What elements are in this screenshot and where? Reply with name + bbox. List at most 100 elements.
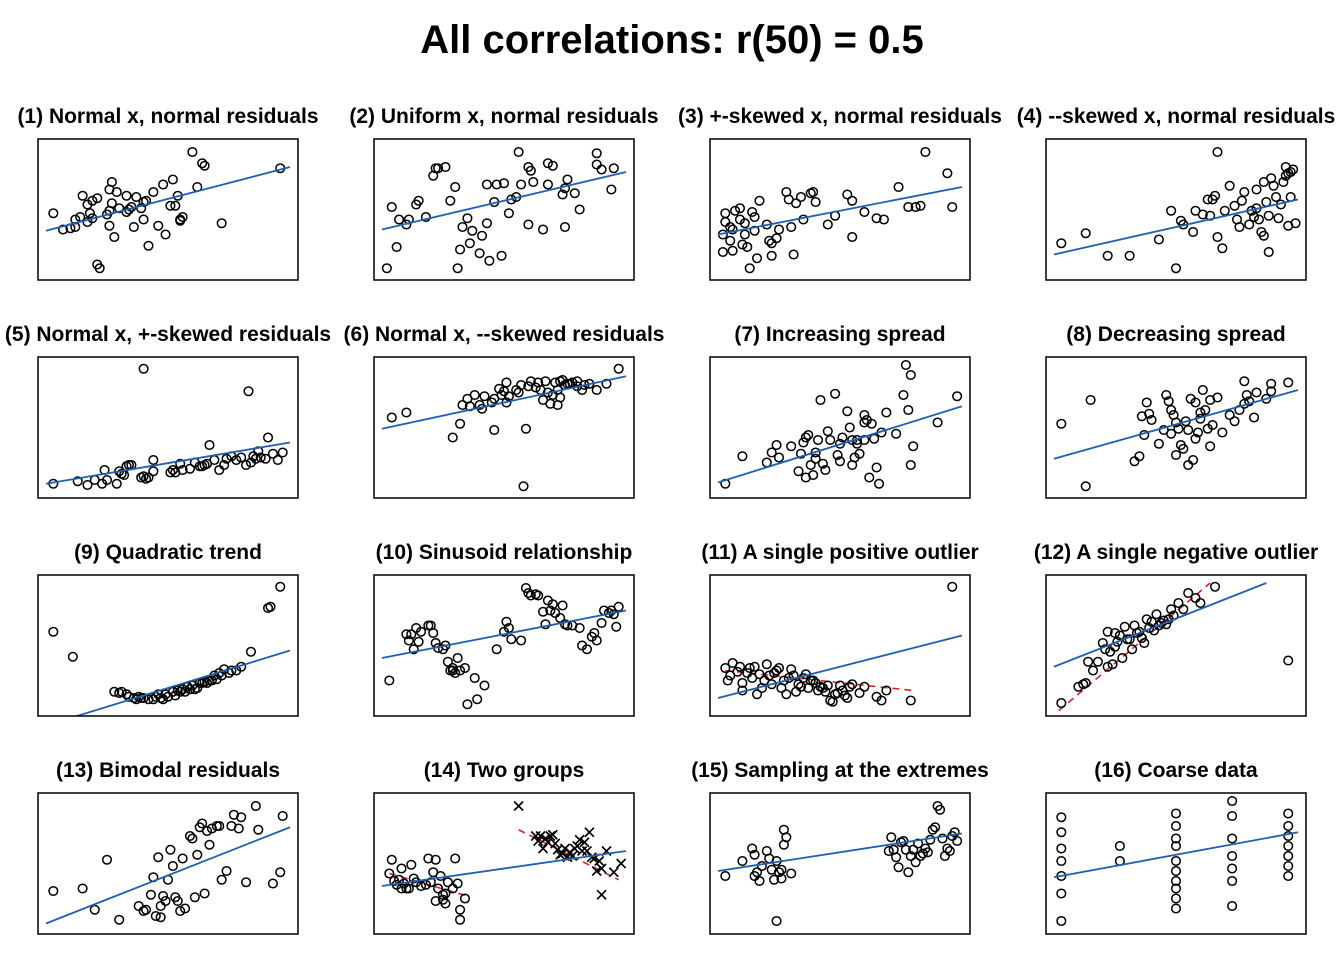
data-point [1166, 404, 1177, 416]
data-point [523, 219, 534, 230]
data-point [766, 447, 777, 458]
data-point [883, 845, 894, 857]
data-point [1183, 459, 1194, 471]
data-point [800, 432, 811, 443]
data-point-x [596, 863, 607, 874]
data-point [1234, 221, 1245, 233]
data-point [820, 464, 831, 476]
data-point [1227, 833, 1238, 844]
data-point [844, 422, 855, 433]
panel-title: (4) --skewed x, normal residuals [1017, 105, 1336, 128]
data-point [533, 590, 544, 601]
data-point [1192, 427, 1204, 438]
data-point [484, 255, 495, 266]
data-point [165, 467, 176, 478]
data-point [808, 469, 819, 481]
data-point [503, 622, 514, 634]
data-point [1170, 808, 1182, 819]
panel-frame [709, 138, 971, 281]
data-point [942, 168, 953, 179]
data-point [1166, 428, 1177, 439]
data-point [214, 464, 225, 476]
data-point [1188, 454, 1199, 466]
data-point [481, 218, 492, 229]
data-point [844, 681, 855, 692]
data-point [406, 859, 417, 870]
data-point [808, 675, 819, 686]
data-point [267, 878, 278, 889]
data-point [766, 250, 777, 261]
data-point [1283, 830, 1294, 842]
data-point [611, 621, 622, 632]
data-point [820, 686, 831, 697]
data-point [403, 635, 414, 646]
data-point [788, 670, 799, 681]
data-point [842, 692, 853, 704]
data-point [886, 832, 897, 843]
data-point [720, 870, 731, 882]
group-fit-line [1058, 582, 1211, 712]
data-point [1212, 231, 1223, 243]
data-point [1112, 636, 1123, 647]
data-point [613, 363, 624, 374]
data-point [834, 680, 846, 691]
data-point [744, 263, 755, 274]
data-point [391, 241, 402, 253]
data-point [1288, 164, 1299, 175]
data-point [428, 627, 439, 639]
data-point [1114, 840, 1125, 852]
data-point [786, 868, 797, 879]
regression-line [1053, 831, 1299, 879]
data-point [450, 181, 461, 193]
panel-4: (4) --skewed x, normal residuals [1017, 105, 1336, 281]
data-point [401, 629, 412, 640]
data-point [559, 221, 571, 233]
data-point [469, 672, 480, 684]
data-point [596, 617, 607, 629]
data-point [776, 864, 787, 875]
data-point [905, 459, 916, 471]
data-point [1217, 243, 1228, 254]
data-point [450, 667, 461, 679]
data-point [452, 652, 463, 664]
data-point [952, 835, 963, 847]
data-point [92, 193, 103, 204]
data-point [737, 239, 748, 250]
data-point [170, 200, 181, 211]
data-point [462, 699, 473, 710]
data-point [1119, 621, 1130, 632]
regression-line [45, 826, 291, 925]
data-point [384, 868, 395, 879]
data-point [455, 665, 466, 676]
data-point [491, 644, 502, 655]
data-point [396, 883, 407, 894]
panel-frame [373, 138, 635, 281]
data-point [854, 687, 865, 699]
data-point [187, 146, 198, 158]
data-point [1195, 597, 1206, 609]
data-point [1239, 376, 1250, 387]
panel-title: (7) Increasing spread [734, 323, 945, 346]
data-point [574, 622, 585, 634]
data-point [891, 428, 902, 439]
data-point [749, 225, 760, 236]
data-point [749, 849, 760, 860]
data-point [452, 878, 463, 889]
data-point [1129, 456, 1140, 467]
data-point [408, 644, 419, 655]
data-point [455, 244, 466, 255]
data-point [898, 389, 909, 401]
data-point [925, 834, 936, 845]
data-point [1146, 414, 1157, 426]
data-point [447, 432, 458, 443]
data-point [1141, 397, 1152, 408]
panel-title: (16) Coarse data [1094, 759, 1258, 782]
data-point [920, 146, 931, 158]
data-point [1227, 810, 1238, 822]
data-point [839, 690, 850, 701]
data-point [842, 406, 853, 417]
data-point [1127, 644, 1138, 655]
data-point [1224, 180, 1235, 191]
data-point [175, 905, 186, 917]
